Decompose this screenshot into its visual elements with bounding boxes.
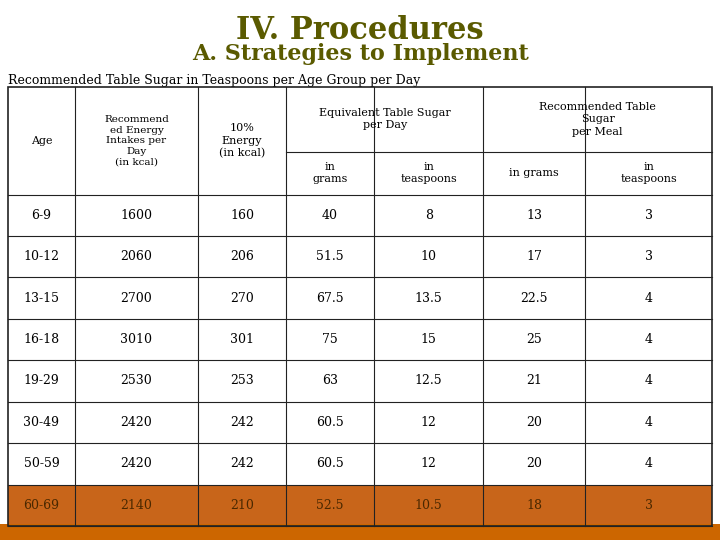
Text: 25: 25 bbox=[526, 333, 542, 346]
Text: in grams: in grams bbox=[509, 168, 559, 178]
Text: 60-69: 60-69 bbox=[24, 499, 60, 512]
Text: 15: 15 bbox=[420, 333, 436, 346]
Bar bbox=[0, 524, 720, 540]
Text: 50-59: 50-59 bbox=[24, 457, 59, 470]
Text: 2700: 2700 bbox=[121, 292, 153, 305]
Text: 3010: 3010 bbox=[120, 333, 153, 346]
Text: 4: 4 bbox=[644, 292, 652, 305]
Text: IV. Procedures: IV. Procedures bbox=[236, 15, 484, 46]
Text: 242: 242 bbox=[230, 457, 254, 470]
Text: 21: 21 bbox=[526, 375, 542, 388]
Text: 40: 40 bbox=[322, 209, 338, 222]
Text: in
teaspoons: in teaspoons bbox=[400, 162, 457, 184]
Text: in
teaspoons: in teaspoons bbox=[620, 162, 677, 184]
Text: 16-18: 16-18 bbox=[23, 333, 60, 346]
Text: 20: 20 bbox=[526, 457, 542, 470]
Text: 67.5: 67.5 bbox=[316, 292, 344, 305]
Text: 2060: 2060 bbox=[120, 250, 153, 263]
Text: 6-9: 6-9 bbox=[32, 209, 51, 222]
Text: 3: 3 bbox=[644, 250, 652, 263]
Text: 13.5: 13.5 bbox=[415, 292, 443, 305]
Text: 20: 20 bbox=[526, 416, 542, 429]
Text: 4: 4 bbox=[644, 457, 652, 470]
Text: 210: 210 bbox=[230, 499, 254, 512]
Text: 206: 206 bbox=[230, 250, 254, 263]
Text: Equivalent Table Sugar
per Day: Equivalent Table Sugar per Day bbox=[319, 108, 451, 131]
Text: 12: 12 bbox=[420, 416, 436, 429]
Text: Recommend
ed Energy
Intakes per
Day
(in kcal): Recommend ed Energy Intakes per Day (in … bbox=[104, 115, 169, 167]
Text: 63: 63 bbox=[322, 375, 338, 388]
Text: 18: 18 bbox=[526, 499, 542, 512]
Text: 2420: 2420 bbox=[121, 416, 153, 429]
Text: 4: 4 bbox=[644, 375, 652, 388]
Text: 60.5: 60.5 bbox=[316, 457, 344, 470]
Text: 12.5: 12.5 bbox=[415, 375, 443, 388]
Text: 19-29: 19-29 bbox=[24, 375, 59, 388]
Text: 10%
Energy
(in kcal): 10% Energy (in kcal) bbox=[219, 123, 265, 158]
Text: 301: 301 bbox=[230, 333, 254, 346]
Text: 4: 4 bbox=[644, 416, 652, 429]
Text: 8: 8 bbox=[425, 209, 433, 222]
Text: 2140: 2140 bbox=[120, 499, 153, 512]
Text: 13: 13 bbox=[526, 209, 542, 222]
Text: 1600: 1600 bbox=[120, 209, 153, 222]
Text: Recommended Table Sugar in Teaspoons per Age Group per Day: Recommended Table Sugar in Teaspoons per… bbox=[8, 74, 420, 87]
Text: 30-49: 30-49 bbox=[24, 416, 60, 429]
Text: 160: 160 bbox=[230, 209, 254, 222]
Text: 2420: 2420 bbox=[121, 457, 153, 470]
Text: 242: 242 bbox=[230, 416, 254, 429]
Text: 3: 3 bbox=[644, 499, 652, 512]
Text: 270: 270 bbox=[230, 292, 254, 305]
Text: 10-12: 10-12 bbox=[24, 250, 60, 263]
Text: 52.5: 52.5 bbox=[316, 499, 344, 512]
Text: 10.5: 10.5 bbox=[415, 499, 443, 512]
Text: Recommended Table
Sugar
per Meal: Recommended Table Sugar per Meal bbox=[539, 102, 656, 137]
Text: 22.5: 22.5 bbox=[521, 292, 548, 305]
Text: 253: 253 bbox=[230, 375, 254, 388]
Text: 60.5: 60.5 bbox=[316, 416, 344, 429]
Bar bbox=[8, 484, 712, 526]
Text: 51.5: 51.5 bbox=[316, 250, 344, 263]
Text: 3: 3 bbox=[644, 209, 652, 222]
Text: 13-15: 13-15 bbox=[24, 292, 60, 305]
Text: 17: 17 bbox=[526, 250, 542, 263]
Text: in
grams: in grams bbox=[312, 162, 348, 184]
Bar bbox=[8, 87, 712, 526]
Text: 10: 10 bbox=[420, 250, 436, 263]
Text: A. Strategies to Implement: A. Strategies to Implement bbox=[192, 43, 528, 65]
Text: 12: 12 bbox=[420, 457, 436, 470]
Text: 4: 4 bbox=[644, 333, 652, 346]
Text: 2530: 2530 bbox=[121, 375, 153, 388]
Text: 75: 75 bbox=[323, 333, 338, 346]
Text: Age: Age bbox=[31, 136, 52, 146]
